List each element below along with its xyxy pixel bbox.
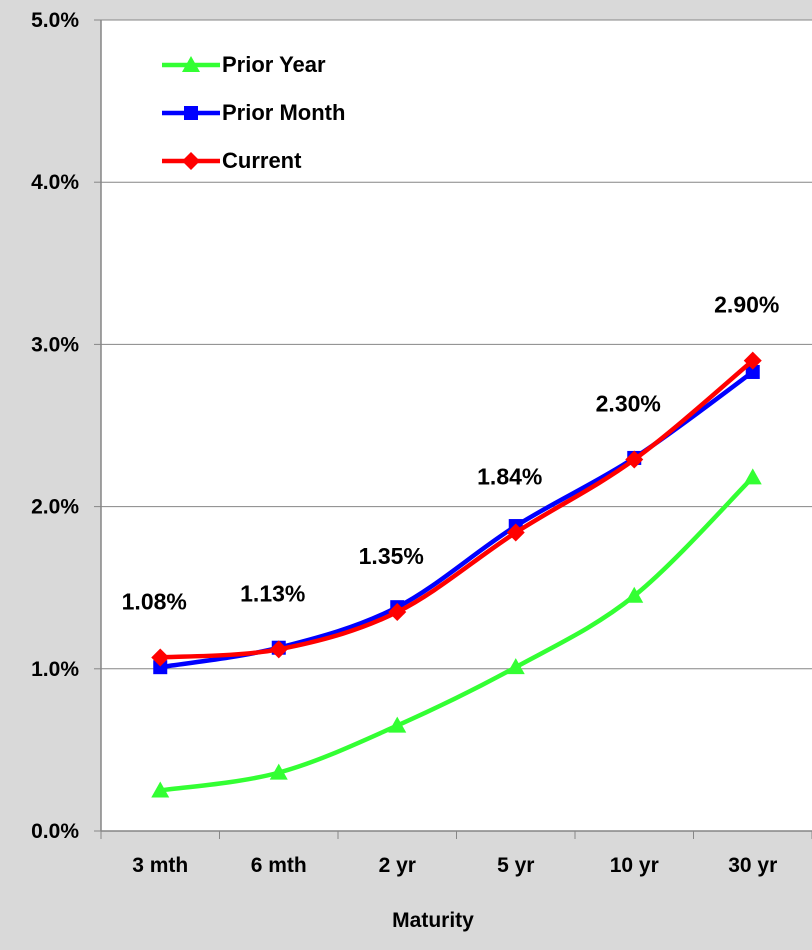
legend: Prior Year Prior Month Current <box>162 52 345 173</box>
data-point-prior-year <box>743 468 762 485</box>
x-tick-label: 2 yr <box>379 854 416 877</box>
y-tick-label: 4.0% <box>31 171 79 194</box>
axis-layer: 0.0% 1.0% 2.0% 3.0% 4.0% 5.0% 3 mth 6 mth 2 yr 5 … <box>31 9 812 877</box>
x-tick-label: 6 mth <box>251 854 307 877</box>
x-tick-label: 5 yr <box>497 854 534 877</box>
legend-label-prior-month: Prior Month <box>222 100 345 125</box>
data-point-prior-year <box>269 763 288 780</box>
data-label: 2.90% <box>714 292 779 318</box>
data-label: 1.84% <box>477 464 542 490</box>
data-point-prior-year <box>388 716 407 733</box>
data-point-prior-month <box>153 660 168 675</box>
series-prior-year <box>151 468 762 798</box>
x-tick-label: 3 mth <box>132 854 188 877</box>
series-current <box>151 351 762 667</box>
y-tick-label: 3.0% <box>31 333 79 356</box>
series-layer <box>151 351 762 798</box>
y-tick-label: 2.0% <box>31 496 79 519</box>
data-point-current <box>506 523 525 542</box>
data-label: 1.35% <box>359 543 424 569</box>
y-tick-label: 5.0% <box>31 9 79 32</box>
data-label: 1.13% <box>240 580 305 606</box>
legend-label-prior-year: Prior Year <box>222 52 326 77</box>
data-point-current <box>743 351 762 370</box>
data-label: 1.08% <box>122 588 187 614</box>
legend-marker-current <box>182 152 200 170</box>
x-tick-label: 10 yr <box>610 854 659 877</box>
data-point-prior-year <box>151 781 170 798</box>
label-layer: 1.08% 1.13% 1.35% 1.84% 2.30% 2.90% <box>122 292 780 615</box>
data-point-current <box>151 648 170 667</box>
data-point-prior-year <box>506 658 525 675</box>
data-point-prior-month <box>745 364 760 379</box>
legend-label-current: Current <box>222 148 302 173</box>
y-tick-label: 0.0% <box>31 820 79 843</box>
y-tick-label: 1.0% <box>31 658 79 681</box>
x-axis-title: Maturity <box>392 909 474 932</box>
grid-layer <box>101 19 812 670</box>
data-point-prior-year <box>625 586 644 603</box>
plot-area <box>101 20 812 831</box>
legend-marker-prior-year <box>182 56 200 72</box>
data-label: 2.30% <box>596 391 661 417</box>
x-tick-label: 30 yr <box>728 854 777 877</box>
data-point-current <box>625 450 644 469</box>
data-point-current <box>269 640 288 659</box>
legend-marker-prior-month <box>184 106 198 120</box>
data-point-current <box>388 603 407 622</box>
